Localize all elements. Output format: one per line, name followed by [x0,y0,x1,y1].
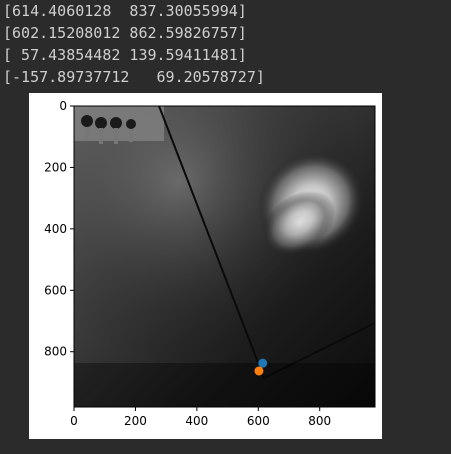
x-tick-label: 0 [70,414,78,428]
y-tick-label: 600 [44,283,67,297]
plot-figure: 0 200 400 600 800 0 200 400 600 800 [29,93,382,439]
x-tick-label: 200 [124,414,147,428]
xray-image [74,106,375,407]
scatter-point [258,358,268,368]
output-line: [ 57.43854482 139.59411481] [3,46,247,64]
y-tick-label: 400 [44,222,67,236]
y-tick-label: 200 [44,160,67,174]
output-line: [602.15208012 862.59826757] [3,24,247,42]
output-line: [-157.89737712 69.20578727] [3,68,265,86]
x-tick-label: 800 [308,414,331,428]
y-tick-label: 0 [59,99,67,113]
output-line: [614.4060128 837.30055994] [3,2,247,20]
y-tick-label: 800 [44,345,67,359]
cell-output: [614.4060128 837.30055994] [602.15208012 … [3,0,265,88]
x-tick-label: 600 [247,414,270,428]
scatter-point [254,366,264,376]
image-plot: 0 200 400 600 800 0 200 400 600 800 [44,99,376,428]
axes-frame [73,105,376,408]
x-tick-label: 400 [185,414,208,428]
